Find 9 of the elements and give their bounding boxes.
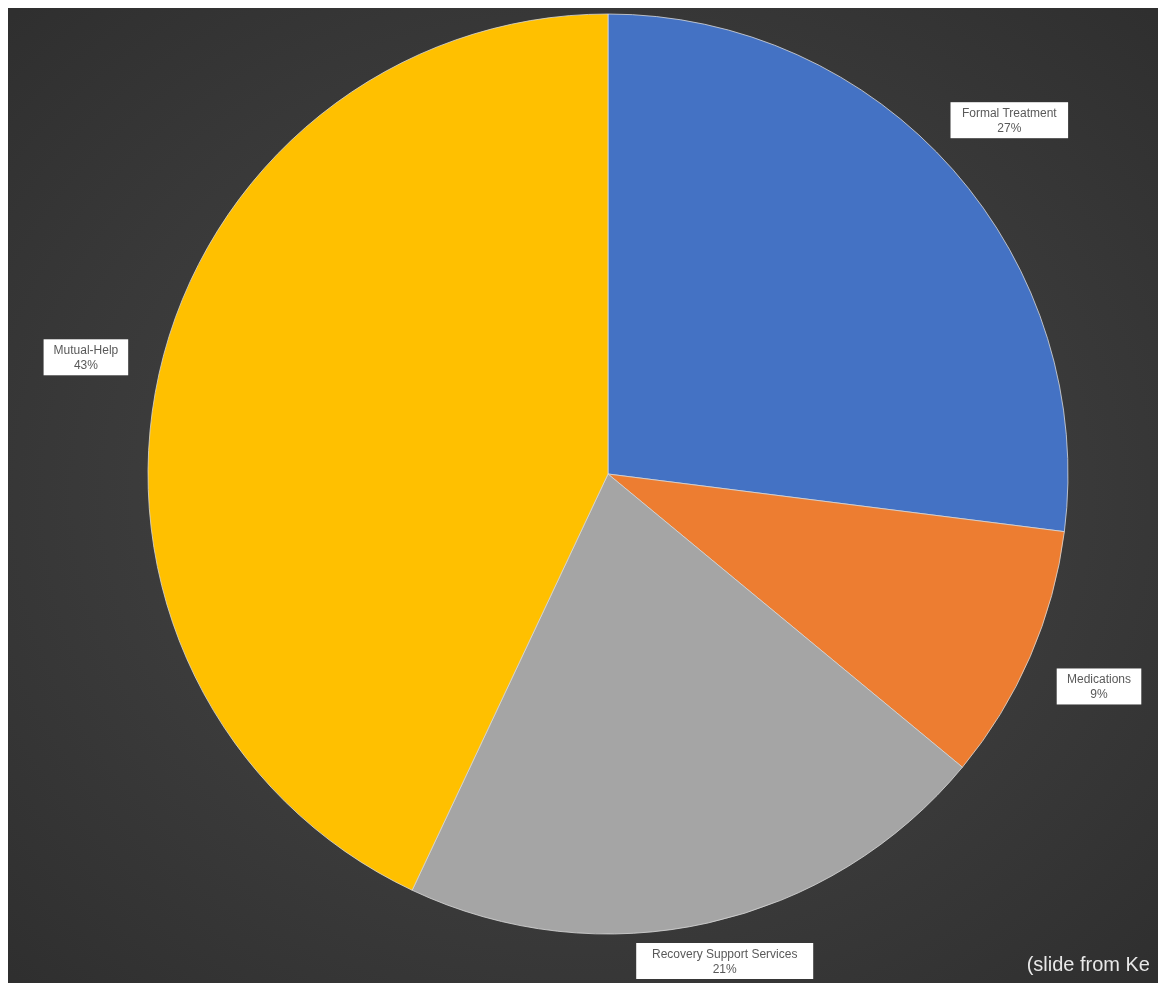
slice-label: Mutual-Help — [53, 343, 119, 358]
slice-label: Medications — [1066, 672, 1132, 687]
slice-label: Recovery Support Services — [652, 947, 798, 961]
slice-label: Formal Treatment — [961, 106, 1058, 121]
data-label: 43% — [73, 358, 99, 373]
data-label: 9% — [1090, 687, 1108, 702]
data-label: 27% — [997, 121, 1022, 136]
data-label: 21% — [712, 962, 738, 976]
text: (slide from Ke — [1026, 953, 1150, 975]
